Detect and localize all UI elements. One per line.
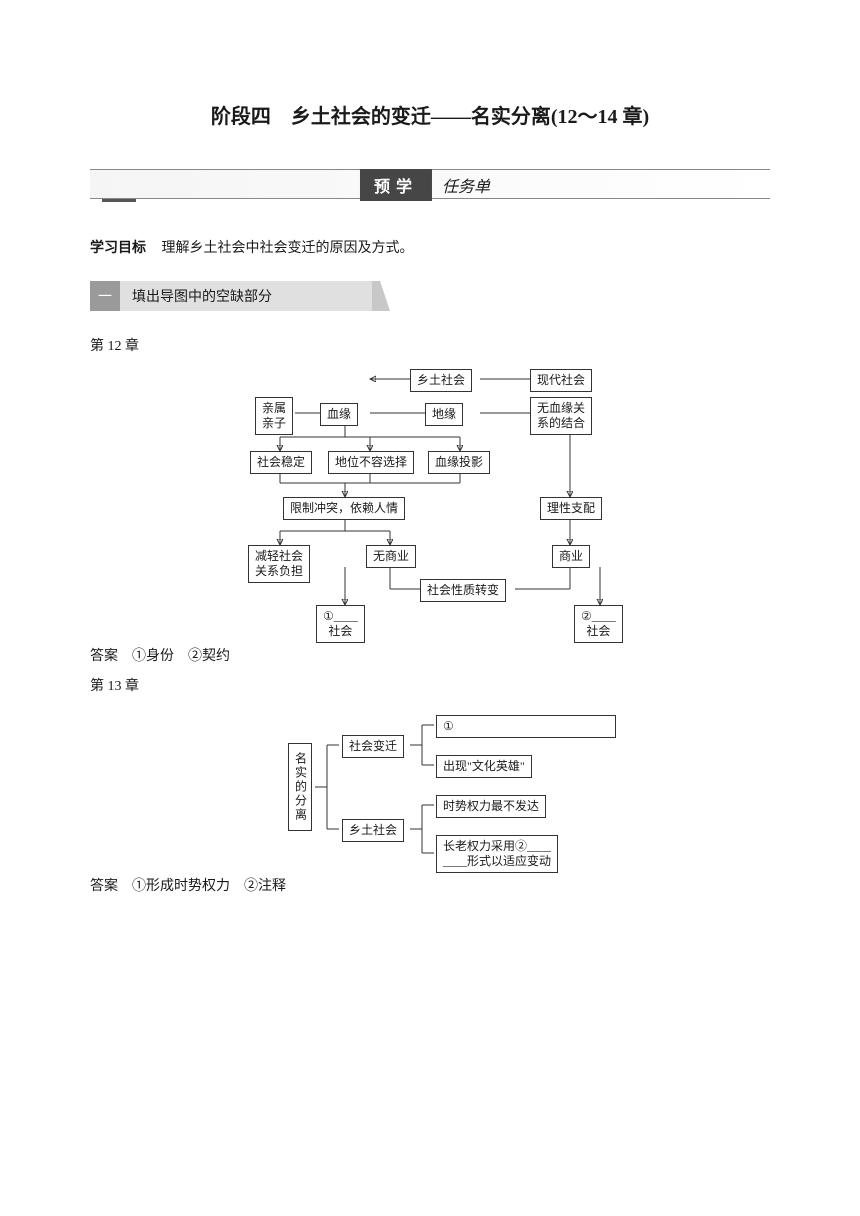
- chapter-12-label: 第 12 章: [90, 335, 770, 355]
- node-b3: 时势权力最不发达: [436, 795, 546, 818]
- section-bar: 一 填出导图中的空缺部分: [90, 281, 390, 311]
- chapter-13-label: 第 13 章: [90, 675, 770, 695]
- node-b4: 长老权力采用②____ ____形式以适应变动: [436, 835, 558, 873]
- page-title: 阶段四 乡土社会的变迁——名实分离(12～14 章): [90, 100, 770, 129]
- node-blank1: ①____ 社会: [316, 605, 365, 643]
- node-b2: 出现"文化英雄": [436, 755, 532, 778]
- answer-13: 答案 ①形成时势权力 ②注释: [90, 875, 770, 895]
- node-lxzp: 理性支配: [540, 497, 602, 520]
- node-sy: 商业: [552, 545, 590, 568]
- node-shbq: 社会变迁: [342, 735, 404, 758]
- preview-banner: 预学 任务单: [90, 169, 770, 199]
- goal-label: 学习目标: [90, 241, 146, 256]
- node-wsy: 无商业: [366, 545, 416, 568]
- node-b1: ①: [436, 715, 616, 738]
- node-root: 名实的分离: [288, 743, 312, 831]
- node-blank2: ②____ 社会: [574, 605, 623, 643]
- node-shwd: 社会稳定: [250, 451, 312, 474]
- banner-light-label: 任务单: [432, 169, 500, 201]
- node-xiangtu: 乡土社会: [410, 369, 472, 392]
- node-xyty: 血缘投影: [428, 451, 490, 474]
- goal-text: 理解乡土社会中社会变迁的原因及方式。: [162, 241, 414, 256]
- section-text: 填出导图中的空缺部分: [120, 281, 390, 311]
- node-wuxy: 无血缘关 系的结合: [530, 397, 592, 435]
- node-xueyuan: 血缘: [320, 403, 358, 426]
- diagram-13: 名实的分离 社会变迁 乡土社会 ① 出现"文化英雄" 时势权力最不发达 长老权力…: [160, 707, 700, 867]
- banner-dark-label: 预学: [360, 169, 432, 201]
- node-dwbr: 地位不容选择: [328, 451, 414, 474]
- node-qinshu: 亲属 亲子: [255, 397, 293, 435]
- diagram-12: 乡土社会 现代社会 亲属 亲子 血缘 地缘 无血缘关 系的结合 社会稳定 地位不…: [160, 367, 700, 637]
- node-diyuan: 地缘: [425, 403, 463, 426]
- learning-goal: 学习目标 理解乡土社会中社会变迁的原因及方式。: [90, 237, 770, 257]
- section-number: 一: [90, 281, 120, 311]
- node-xtsh: 乡土社会: [342, 819, 404, 842]
- banner-box: 预学 任务单: [360, 170, 500, 200]
- node-shxz: 社会性质转变: [420, 579, 506, 602]
- node-xiandai: 现代社会: [530, 369, 592, 392]
- answer-12: 答案 ①身份 ②契约: [90, 645, 770, 665]
- node-jqsh: 减轻社会 关系负担: [248, 545, 310, 583]
- node-xzct: 限制冲突，依赖人情: [283, 497, 405, 520]
